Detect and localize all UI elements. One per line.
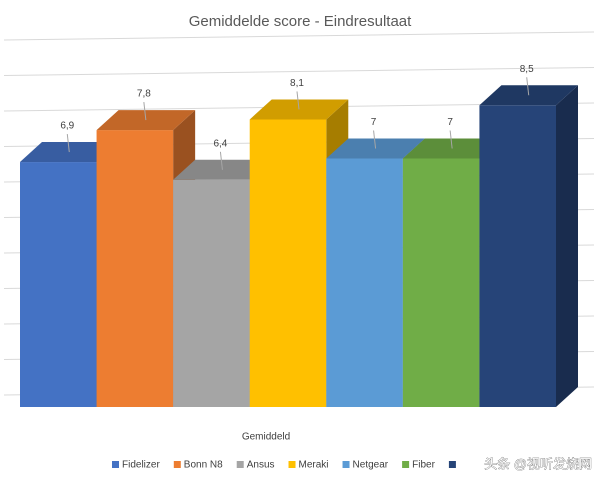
data-label: 8,5 xyxy=(520,64,534,75)
data-label: 7,8 xyxy=(137,89,151,100)
legend-swatch xyxy=(173,461,181,468)
legend-label: Bonn N8 xyxy=(184,460,223,471)
legend-swatch xyxy=(112,461,119,468)
grid-line xyxy=(3,31,595,41)
chart-title: Gemiddelde score - Eindresultaat xyxy=(189,13,412,30)
data-label: 6,9 xyxy=(60,121,74,132)
legend-label: Ansus xyxy=(247,460,275,471)
bar-top xyxy=(96,110,196,131)
bar xyxy=(326,158,403,407)
data-label: 7 xyxy=(447,117,453,128)
legend-swatch xyxy=(342,461,350,468)
watermark: 头条 @视听发烧网 xyxy=(484,456,592,471)
legend-label: Fiber xyxy=(412,460,435,471)
label-leader xyxy=(143,102,147,121)
label-leader xyxy=(219,151,223,170)
label-leader xyxy=(66,133,70,153)
legend-label: Fidelizer xyxy=(122,460,160,471)
legend-swatch xyxy=(288,461,296,468)
grid-line xyxy=(3,67,595,76)
legend-swatch xyxy=(402,461,410,468)
legend-label: Meraki xyxy=(299,460,329,471)
label-leader xyxy=(296,91,300,110)
bar xyxy=(173,179,250,407)
label-leader xyxy=(526,77,530,96)
bars: 6,9 7,8 6,4 8,1 7 7 8,5 xyxy=(20,64,578,408)
bar-side xyxy=(556,85,578,407)
legend-label: Netgear xyxy=(353,460,389,471)
data-label: 7 xyxy=(371,117,377,128)
label-leader xyxy=(449,130,453,149)
data-label: 8,1 xyxy=(290,78,304,89)
bar xyxy=(96,130,174,407)
x-axis-label: Gemiddeld xyxy=(242,432,290,443)
legend-swatch xyxy=(448,461,456,468)
legend: Fidelizer Bonn N8 Ansus Meraki Netgear Fiber xyxy=(112,460,456,471)
bar xyxy=(402,158,480,407)
data-label: 6,4 xyxy=(213,138,227,149)
bar xyxy=(479,105,556,407)
bar xyxy=(20,162,97,407)
label-leader xyxy=(373,130,377,149)
legend-swatch xyxy=(236,461,244,468)
bar xyxy=(249,119,327,407)
